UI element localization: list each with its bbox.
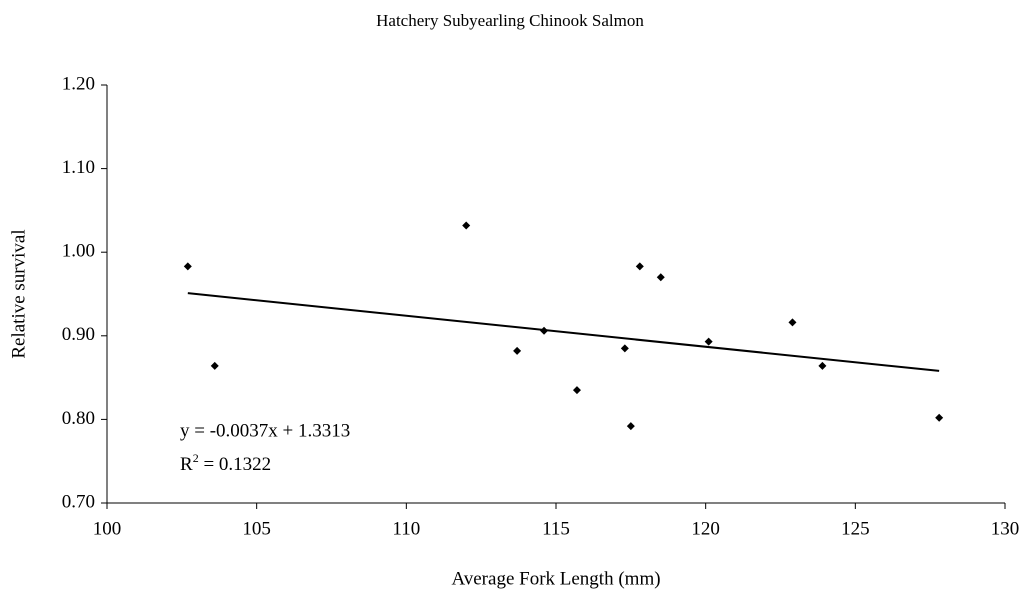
x-tick-label: 130 xyxy=(991,518,1020,539)
x-tick-label: 110 xyxy=(392,518,420,539)
x-tick-label: 105 xyxy=(242,518,271,539)
data-point xyxy=(620,344,629,353)
chart-title: Hatchery Subyearling Chinook Salmon xyxy=(376,11,644,30)
y-tick-label: 0.80 xyxy=(62,408,95,429)
x-tick-label: 115 xyxy=(542,518,570,539)
y-tick-label: 0.90 xyxy=(62,324,95,345)
data-point xyxy=(513,346,522,355)
trend-equation: y = -0.0037x + 1.3313 xyxy=(180,420,350,441)
r-squared-text: = 0.1322 xyxy=(199,454,271,475)
x-tick-label: 125 xyxy=(841,518,870,539)
data-point xyxy=(935,413,944,422)
data-point xyxy=(704,337,713,346)
data-point xyxy=(818,361,827,370)
x-axis-label: Average Fork Length (mm) xyxy=(451,568,660,589)
data-point xyxy=(210,361,219,370)
y-tick-label: 0.70 xyxy=(62,491,95,512)
data-point xyxy=(626,422,635,431)
x-tick-label: 100 xyxy=(93,518,122,539)
data-point xyxy=(462,221,471,230)
x-tick-label: 120 xyxy=(691,518,720,539)
y-tick-label: 1.20 xyxy=(62,73,95,94)
data-point xyxy=(572,386,581,395)
r-squared-sup: 2 xyxy=(193,451,199,465)
data-point xyxy=(540,326,549,335)
y-tick-label: 1.00 xyxy=(62,241,95,262)
y-tick-label: 1.10 xyxy=(62,157,95,178)
data-point xyxy=(183,262,192,271)
data-point xyxy=(635,262,644,271)
y-axis-label: Relative survival xyxy=(8,229,29,358)
r-squared-base: R xyxy=(180,454,193,475)
trendline xyxy=(187,292,940,372)
data-point xyxy=(788,318,797,327)
r-squared: R2 = 0.1322 xyxy=(180,451,271,476)
data-point xyxy=(656,273,665,282)
